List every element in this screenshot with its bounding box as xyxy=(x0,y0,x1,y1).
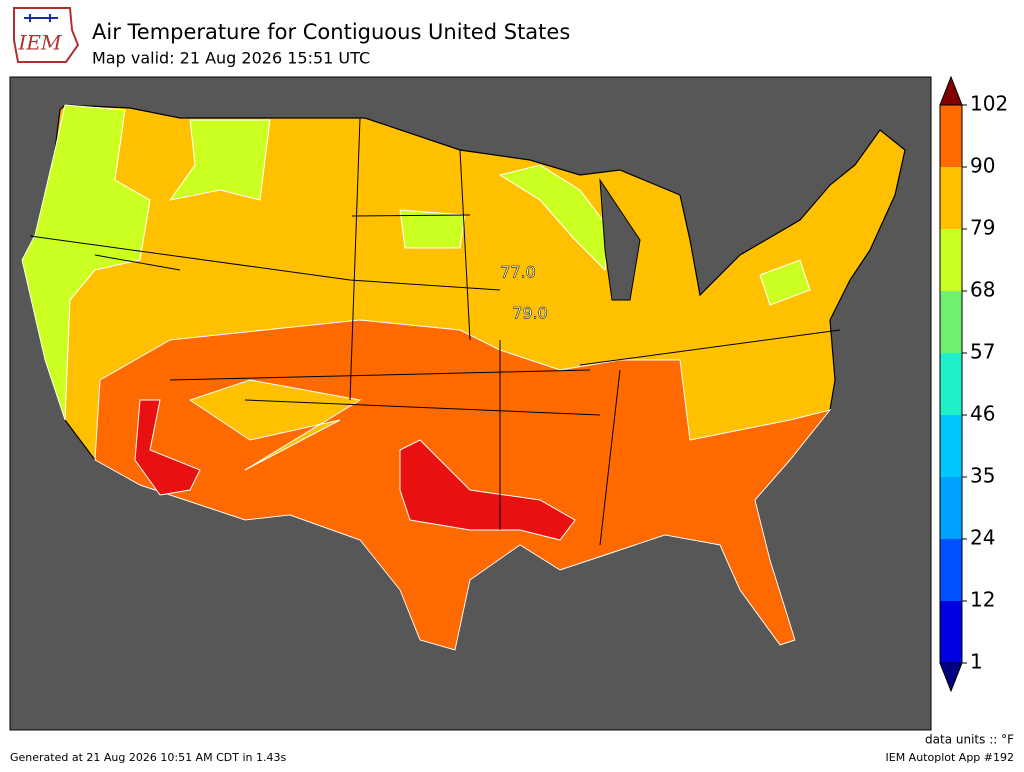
subtitle: Map valid: 21 Aug 2026 15:51 UTC xyxy=(92,49,370,68)
colorbar-tick-label: 24 xyxy=(970,526,995,550)
logo: IEM xyxy=(13,7,80,63)
region-arizona-mild xyxy=(188,379,362,471)
lake-michigan xyxy=(599,178,641,301)
region-texas-hot xyxy=(399,439,576,541)
contour-label: 79.0 xyxy=(512,304,548,323)
colorbar-tick-label: 90 xyxy=(970,154,995,178)
state-borders xyxy=(29,117,841,546)
region-pennsylvania xyxy=(759,259,811,306)
colorbar-segment xyxy=(940,477,962,539)
region-west-coast xyxy=(21,104,151,421)
colorbar-tick-label: 35 xyxy=(970,464,995,488)
logo-icon xyxy=(24,14,58,22)
logo-text: IEM xyxy=(18,31,63,55)
colorbar-segment xyxy=(940,291,962,353)
title: Air Temperature for Contiguous United St… xyxy=(92,20,570,44)
app-label: IEM Autoplot App #192 xyxy=(886,751,1015,764)
region-desert-hot xyxy=(134,399,201,496)
map: 77.0 79.0 xyxy=(9,76,932,731)
units-label: data units :: °F xyxy=(925,733,1014,747)
colorbar-segment xyxy=(940,415,962,477)
colorbar-frame xyxy=(939,104,963,664)
colorbar-tick-label: 12 xyxy=(970,588,995,612)
colorbar-segment xyxy=(940,105,962,167)
colorbar-tick-label: 1 xyxy=(970,650,983,674)
colorbar: 1 12 24 35 46 57 68 79 90 102 xyxy=(939,75,1008,693)
colorbar-segment xyxy=(940,229,962,291)
colorbar-over xyxy=(939,75,963,106)
colorbar-tick-label: 102 xyxy=(970,92,1008,116)
colorbar-tick-label: 57 xyxy=(970,340,995,364)
colorbar-tick-label: 46 xyxy=(970,402,995,426)
colorbar-segment xyxy=(940,353,962,415)
colorbar-tick-label: 68 xyxy=(970,278,995,302)
colorbar-segment xyxy=(940,539,962,601)
contour-label: 77.0 xyxy=(500,263,536,282)
colorbar-tick-label: 79 xyxy=(970,216,995,240)
region-idaho xyxy=(168,119,271,201)
region-dakota xyxy=(399,209,466,249)
colorbar-segment xyxy=(940,167,962,229)
generated-note: Generated at 21 Aug 2026 10:51 AM CDT in… xyxy=(10,751,286,764)
colorbar-under xyxy=(939,662,963,693)
colorbar-segment xyxy=(940,601,962,663)
